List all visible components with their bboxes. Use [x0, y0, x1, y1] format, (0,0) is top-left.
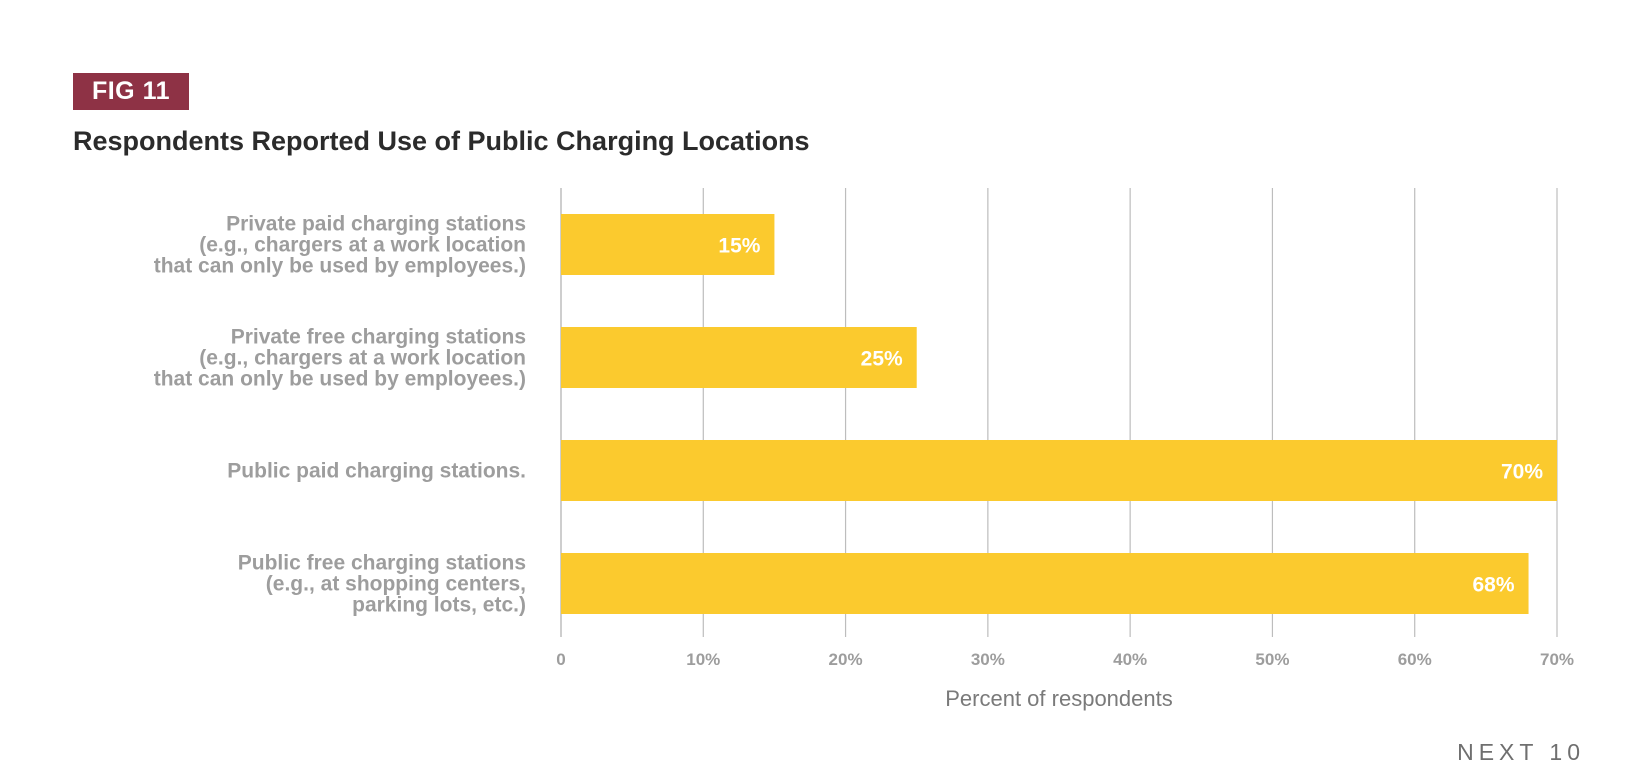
bar: [561, 440, 1557, 501]
bars: [561, 214, 1557, 614]
x-tick-label: 20%: [829, 650, 863, 669]
x-tick-label: 10%: [686, 650, 720, 669]
value-labels: 15% 25% 70% 68%: [718, 235, 1543, 597]
category-label-line: (e.g., chargers at a work location: [199, 234, 526, 257]
category-label-line: parking lots, etc.): [352, 594, 526, 617]
figure-badge: FIG 11: [73, 73, 189, 110]
category-label-line: Private paid charging stations: [226, 213, 526, 236]
bar-value-label: 70%: [1501, 461, 1543, 484]
category-label-line: Private free charging stations: [231, 326, 526, 349]
category-label-line: (e.g., at shopping centers,: [266, 573, 526, 596]
x-tick-label: 30%: [971, 650, 1005, 669]
x-tick-label: 40%: [1113, 650, 1147, 669]
category-labels: Private paid charging stations (e.g., cha…: [154, 213, 526, 617]
x-axis-title: Percent of respondents: [945, 686, 1172, 711]
category-label-line: that can only be used by employees.): [154, 368, 526, 391]
x-tick-label: 70%: [1540, 650, 1574, 669]
bar-value-label: 25%: [861, 348, 903, 371]
x-tick-label: 60%: [1398, 650, 1432, 669]
category-label-line: that can only be used by employees.): [154, 255, 526, 278]
category-label: Private free charging stations (e.g., cha…: [154, 326, 526, 391]
x-tick-labels: 0 10% 20% 30% 40% 50% 60% 70%: [556, 650, 1574, 669]
category-label: Public paid charging stations.: [227, 460, 526, 483]
category-label-line: Public free charging stations: [238, 552, 526, 575]
bar: [561, 553, 1529, 614]
chart-title: Respondents Reported Use of Public Charg…: [73, 126, 810, 156]
x-tick-label: 50%: [1255, 650, 1289, 669]
bar: [561, 327, 917, 388]
brand-logo-text: NEXT 10: [1457, 739, 1585, 765]
bar: [561, 214, 775, 275]
category-label: Public free charging stations (e.g., at s…: [238, 552, 526, 617]
category-label-line: Public paid charging stations.: [227, 460, 526, 483]
bar-value-label: 15%: [718, 235, 760, 258]
category-label: Private paid charging stations (e.g., cha…: [154, 213, 526, 278]
bar-value-label: 68%: [1473, 574, 1515, 597]
x-tick-label: 0: [556, 650, 565, 669]
category-label-line: (e.g., chargers at a work location: [199, 347, 526, 370]
